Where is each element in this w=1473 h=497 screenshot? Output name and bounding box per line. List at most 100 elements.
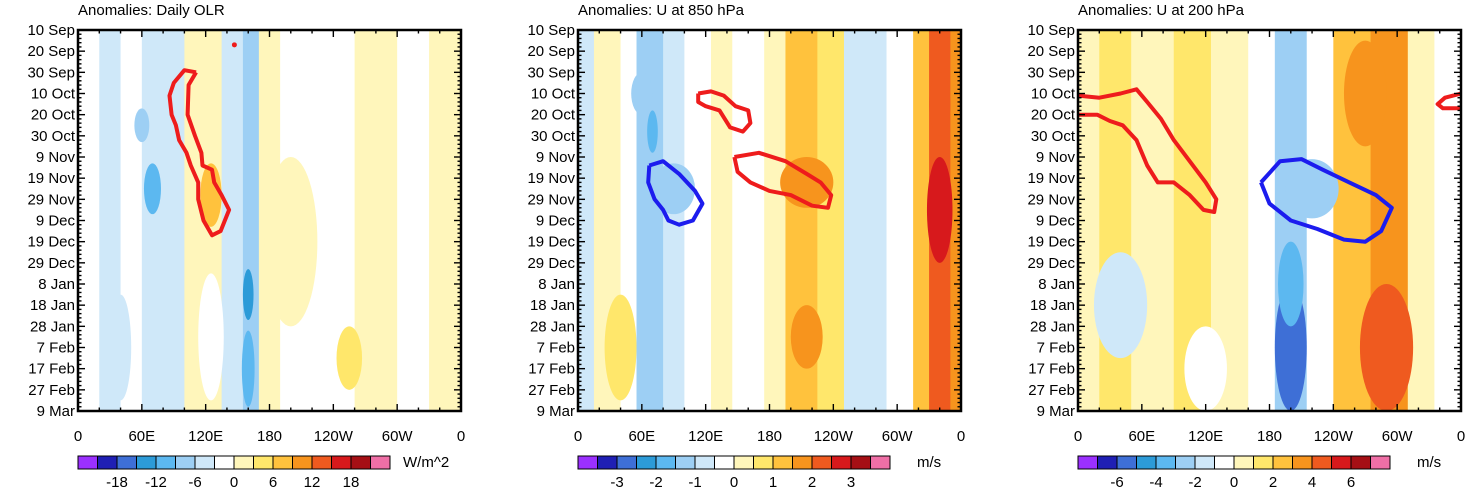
y-tick-label: 19 Dec: [1027, 234, 1075, 251]
colorbar-swatch: [1253, 455, 1274, 470]
y-tick-label: 17 Feb: [1028, 361, 1075, 378]
colorbar-label: 6: [269, 474, 277, 491]
colorbar-swatch: [350, 455, 371, 470]
y-tick-label: 8 Jan: [1038, 276, 1075, 293]
y-tick-label: 27 Feb: [528, 382, 575, 399]
colorbar-swatch: [1136, 455, 1157, 470]
anomaly-patch: [926, 157, 953, 263]
y-tick-label: 7 Feb: [37, 340, 75, 357]
x-tick-label: 0: [1074, 428, 1082, 445]
y-tick-label: 20 Oct: [531, 107, 576, 124]
colorbar-label: -6: [188, 474, 201, 491]
anomaly-patch: [241, 330, 255, 407]
y-tick-label: 10 Oct: [31, 86, 76, 103]
y-tick-label: 30 Sep: [527, 64, 575, 81]
colorbar-label: -6: [1110, 474, 1123, 491]
anomaly-patch: [631, 72, 653, 115]
colorbar-label: -3: [610, 474, 623, 491]
contour-dot: [231, 42, 237, 48]
colorbar-swatch: [1331, 455, 1352, 470]
y-tick-label: 8 Jan: [38, 276, 75, 293]
panel-title: Anomalies: Daily OLR: [78, 2, 225, 19]
y-tick-label: 19 Nov: [527, 170, 575, 187]
anomaly-patch: [1343, 40, 1387, 147]
colorbar-units: W/m^2: [403, 454, 449, 471]
x-tick-label: 120E: [188, 428, 223, 445]
colorbar-swatch: [292, 455, 313, 470]
axes: 10 Sep 20 Sep 30 Sep 10 Oct 20 Oct 30 Oct 9 No…: [27, 22, 465, 445]
plot-area: [578, 30, 961, 411]
x-tick-label: 0: [957, 428, 965, 445]
y-tick-label: 10 Oct: [1031, 86, 1076, 103]
y-tick-label: 20 Sep: [1027, 43, 1075, 60]
colorbar-swatch: [753, 455, 774, 470]
colorbar-swatch: [1272, 455, 1293, 470]
x-tick-label: 120W: [1314, 428, 1354, 445]
anomaly-patch: [243, 34, 253, 60]
anomaly-patch: [200, 163, 222, 227]
colorbar-label: 0: [730, 474, 738, 491]
colorbar-swatch: [1311, 455, 1332, 470]
colorbar: W/m^2 -18 -12 -6 0 6 12 18: [77, 454, 449, 491]
y-tick-label: 30 Oct: [531, 128, 576, 145]
x-tick-label: 0: [74, 428, 82, 445]
colorbar-swatch: [1175, 455, 1196, 470]
colorbar-swatch: [272, 455, 293, 470]
colorbar-swatch: [577, 455, 598, 470]
anomaly-band: [764, 30, 787, 411]
colorbar-swatch: [116, 455, 137, 470]
x-tick-label: 60W: [1382, 428, 1414, 445]
colorbar-label: 6: [1347, 474, 1355, 491]
y-tick-label: 17 Feb: [28, 361, 75, 378]
y-tick-label: 28 Jan: [530, 318, 575, 335]
colorbar-swatch: [253, 455, 274, 470]
y-tick-label: 19 Dec: [27, 234, 75, 251]
colorbar-swatch: [655, 455, 676, 470]
colorbar-label: -12: [145, 474, 167, 491]
y-tick-label: 29 Dec: [527, 255, 575, 272]
y-tick-label: 9 Nov: [36, 149, 76, 166]
anomaly-patch: [1359, 284, 1414, 411]
anomaly-patch: [1285, 159, 1339, 219]
x-tick-label: 60E: [628, 428, 655, 445]
colorbar-swatch: [331, 455, 352, 470]
y-tick-label: 9 Dec: [1036, 213, 1076, 230]
colorbar-swatch: [97, 455, 118, 470]
anomaly-patch: [109, 294, 132, 401]
colorbar-label: 2: [808, 474, 816, 491]
y-tick-label: 29 Dec: [1027, 255, 1075, 272]
anomaly-band: [817, 30, 845, 411]
colorbar-swatch: [772, 455, 793, 470]
x-tick-label: 60W: [882, 428, 914, 445]
y-tick-label: 10 Sep: [527, 22, 575, 39]
y-tick-label: 28 Jan: [30, 318, 75, 335]
x-tick-label: 120W: [814, 428, 854, 445]
anomaly-patch: [198, 273, 224, 401]
anomaly-patch: [143, 163, 161, 215]
y-tick-label: 29 Nov: [27, 191, 75, 208]
x-tick-label: 120E: [688, 428, 723, 445]
panel-title: Anomalies: U at 200 hPa: [1078, 2, 1245, 19]
colorbar-swatch: [694, 455, 715, 470]
y-tick-label: 9 Mar: [1037, 403, 1075, 420]
anomaly-patch: [336, 326, 363, 390]
colorbar-label: -2: [649, 474, 662, 491]
panel-title: Anomalies: U at 850 hPa: [578, 2, 745, 19]
anomaly-patch: [1093, 252, 1148, 359]
negative-contour: [1259, 157, 1394, 244]
y-tick-label: 20 Oct: [31, 107, 76, 124]
colorbar-swatch: [175, 455, 196, 470]
y-tick-label: 29 Nov: [1027, 191, 1075, 208]
anomaly-patch: [929, 72, 951, 136]
y-tick-label: 18 Jan: [1030, 297, 1075, 314]
y-tick-label: 30 Sep: [27, 64, 75, 81]
x-tick-label: 60W: [382, 428, 414, 445]
colorbar-swatch: [1116, 455, 1137, 470]
colorbar-swatch: [311, 455, 332, 470]
anomaly-patch: [1278, 241, 1304, 327]
x-tick-label: 180: [257, 428, 282, 445]
y-tick-label: 19 Nov: [27, 170, 75, 187]
anomaly-patch: [647, 110, 658, 153]
